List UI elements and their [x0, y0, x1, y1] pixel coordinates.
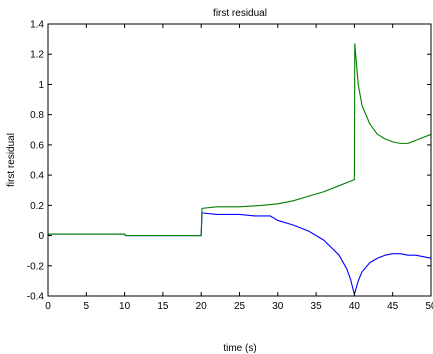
x-tick-label: 35	[311, 301, 323, 312]
y-tick-label: 0.6	[30, 140, 44, 151]
x-tick-label: 20	[196, 301, 208, 312]
y-tick-label: -0.4	[27, 292, 45, 303]
x-tick-label: 25	[234, 301, 246, 312]
chart-title: first residual	[213, 8, 267, 19]
series-layer	[48, 43, 432, 296]
y-tick-label: 1.2	[30, 50, 44, 61]
x-axis-title: time (s)	[223, 343, 256, 354]
y-tick-label: 0.2	[30, 201, 44, 212]
series-line-2	[48, 43, 432, 237]
y-tick-label: 1	[38, 80, 44, 91]
x-tick-label: 40	[349, 301, 361, 312]
x-tick-label: 5	[84, 301, 90, 312]
x-tick-label: 50	[425, 301, 433, 312]
y-tick-label: 0.8	[30, 110, 44, 121]
x-axis: 0 5 10 15 20 25 30 35 40 45 50	[45, 24, 433, 312]
y-tick-label: 0	[38, 231, 44, 242]
y-tick-label: -0.2	[27, 261, 45, 272]
y-axis: -0.4 -0.2 0 0.2 0.4 0.6 0.8 1 1.2 1.4	[27, 20, 431, 303]
x-tick-label: 45	[387, 301, 399, 312]
y-tick-label: 0.4	[30, 171, 44, 182]
x-tick-label: 15	[157, 301, 169, 312]
plot-area	[48, 24, 431, 296]
x-tick-label: 30	[272, 301, 284, 312]
y-axis-title: first residual	[6, 133, 17, 187]
x-tick-label: 10	[119, 301, 131, 312]
x-tick-label: 0	[45, 301, 51, 312]
y-tick-label: 1.4	[30, 20, 44, 31]
